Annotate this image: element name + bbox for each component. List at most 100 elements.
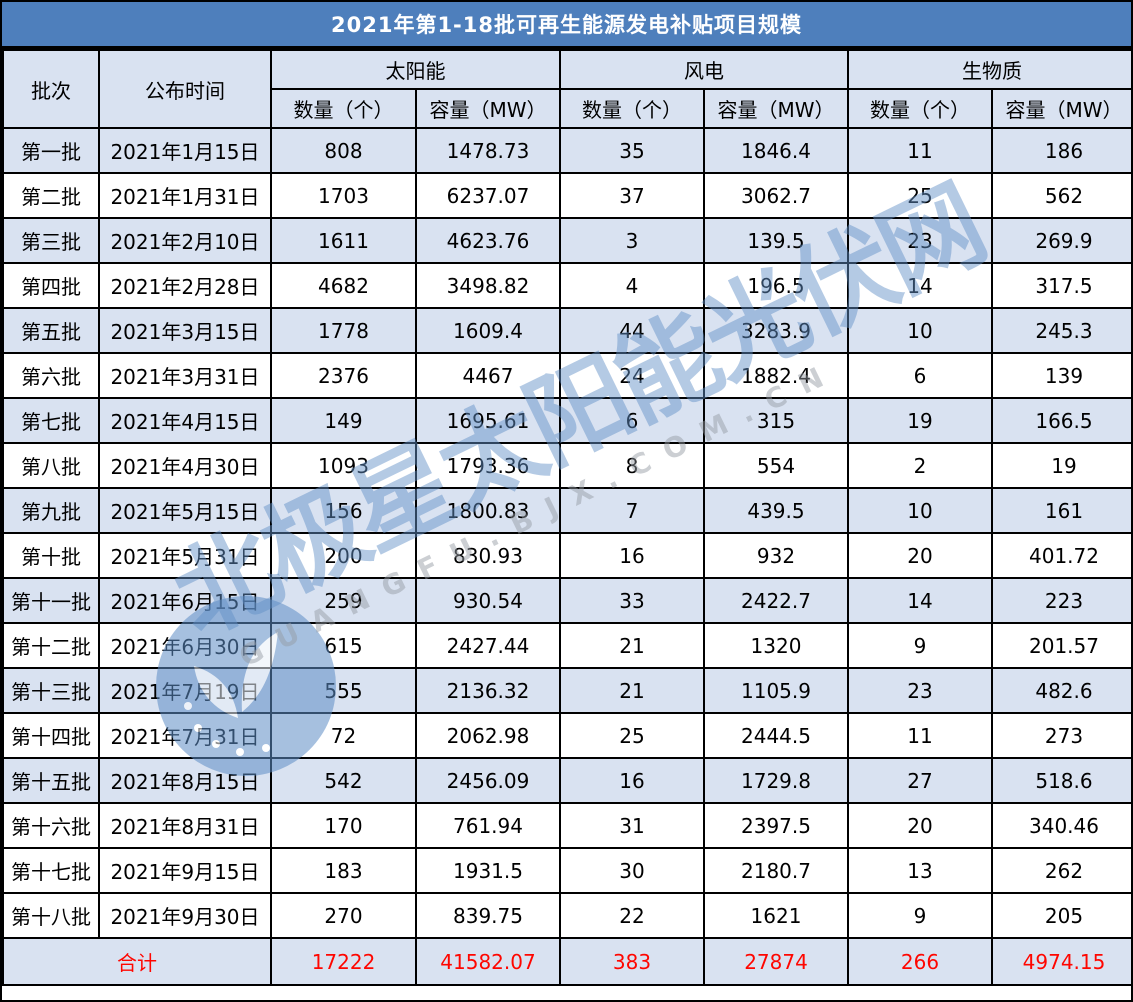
value-cell: 22 [559,892,705,939]
date-cell: 2021年7月31日 [98,712,272,759]
value-cell: 615 [270,622,417,669]
table-row: 第十四批 2021年7月31日 72 2062.98 25 2444.5 11 273 [2,712,1131,759]
value-cell: 9 [847,622,993,669]
value-cell: 2422.7 [703,577,849,624]
table-row: 第七批 2021年4月15日 149 1695.61 6 315 19 166.5 [2,397,1131,444]
value-cell: 6237.07 [415,172,561,219]
date-cell: 2021年3月15日 [98,307,272,354]
value-cell: 839.75 [415,892,561,939]
value-cell: 518.6 [991,757,1131,804]
date-cell: 2021年1月15日 [98,127,272,174]
value-cell: 139 [991,352,1131,399]
header-publish-time: 公布时间 [98,49,272,129]
value-cell: 3062.7 [703,172,849,219]
date-cell: 2021年8月31日 [98,802,272,849]
value-cell: 156 [270,487,417,534]
value-cell: 35 [559,127,705,174]
value-cell: 149 [270,397,417,444]
value-cell: 13 [847,847,993,894]
table-row: 第十三批 2021年7月19日 555 2136.32 21 1105.9 23 482.6 [2,667,1131,714]
value-cell: 170 [270,802,417,849]
value-cell: 555 [270,667,417,714]
value-cell: 24 [559,352,705,399]
date-cell: 2021年6月15日 [98,577,272,624]
total-value-cell: 27874 [703,937,849,986]
value-cell: 830.93 [415,532,561,579]
header-group-wind: 风电 [559,49,849,90]
header-group-biomass: 生物质 [847,49,1131,90]
table-row: 第四批 2021年2月28日 4682 3498.82 4 196.5 14 317.5 [2,262,1131,309]
table-row: 第十六批 2021年8月31日 170 761.94 31 2397.5 20 340.46 [2,802,1131,849]
value-cell: 259 [270,577,417,624]
date-cell: 2021年9月30日 [98,892,272,939]
value-cell: 542 [270,757,417,804]
value-cell: 4 [559,262,705,309]
value-cell: 3283.9 [703,307,849,354]
value-cell: 6 [559,397,705,444]
value-cell: 30 [559,847,705,894]
value-cell: 16 [559,757,705,804]
value-cell: 4623.76 [415,217,561,264]
date-cell: 2021年1月31日 [98,172,272,219]
table-row: 第十五批 2021年8月15日 542 2456.09 16 1729.8 27 518.6 [2,757,1131,804]
batch-cell: 第一批 [2,127,100,174]
batch-cell: 第七批 [2,397,100,444]
value-cell: 1846.4 [703,127,849,174]
value-cell: 2136.32 [415,667,561,714]
value-cell: 317.5 [991,262,1131,309]
value-cell: 205 [991,892,1131,939]
value-cell: 2456.09 [415,757,561,804]
batch-cell: 第十六批 [2,802,100,849]
value-cell: 2376 [270,352,417,399]
value-cell: 6 [847,352,993,399]
date-cell: 2021年5月31日 [98,532,272,579]
date-cell: 2021年2月28日 [98,262,272,309]
batch-cell: 第五批 [2,307,100,354]
value-cell: 2397.5 [703,802,849,849]
value-cell: 554 [703,442,849,489]
subsidy-table: 批次 公布时间 太阳能 风电 生物质 数量（个） 容量（MW） 数量（个） 容量… [2,49,1131,986]
total-label: 合计 [2,937,272,986]
value-cell: 2427.44 [415,622,561,669]
value-cell: 9 [847,892,993,939]
value-cell: 1800.83 [415,487,561,534]
value-cell: 21 [559,622,705,669]
batch-cell: 第十八批 [2,892,100,939]
batch-cell: 第十一批 [2,577,100,624]
date-cell: 2021年7月19日 [98,667,272,714]
value-cell: 19 [847,397,993,444]
date-cell: 2021年9月15日 [98,847,272,894]
table-header: 批次 公布时间 太阳能 风电 生物质 数量（个） 容量（MW） 数量（个） 容量… [2,49,1131,129]
value-cell: 262 [991,847,1131,894]
value-cell: 269.9 [991,217,1131,264]
value-cell: 19 [991,442,1131,489]
value-cell: 2180.7 [703,847,849,894]
batch-cell: 第十二批 [2,622,100,669]
table-row: 第二批 2021年1月31日 1703 6237.07 37 3062.7 25 562 [2,172,1131,219]
value-cell: 930.54 [415,577,561,624]
table-row: 第一批 2021年1月15日 808 1478.73 35 1846.4 11 186 [2,127,1131,174]
header-biomass-capacity: 容量（MW） [991,88,1131,129]
total-row: 合计 17222 41582.07 383 27874 266 4974.15 [2,937,1131,986]
value-cell: 200 [270,532,417,579]
batch-cell: 第十批 [2,532,100,579]
header-wind-capacity: 容量（MW） [703,88,849,129]
value-cell: 1882.4 [703,352,849,399]
value-cell: 10 [847,307,993,354]
value-cell: 401.72 [991,532,1131,579]
table-row: 第八批 2021年4月30日 1093 1793.36 8 554 2 19 [2,442,1131,489]
table-body: 第一批 2021年1月15日 808 1478.73 35 1846.4 11 186 第二批 2… [2,127,1131,986]
date-cell: 2021年6月30日 [98,622,272,669]
value-cell: 25 [559,712,705,759]
value-cell: 315 [703,397,849,444]
value-cell: 340.46 [991,802,1131,849]
date-cell: 2021年4月30日 [98,442,272,489]
date-cell: 2021年2月10日 [98,217,272,264]
value-cell: 273 [991,712,1131,759]
batch-cell: 第三批 [2,217,100,264]
value-cell: 11 [847,127,993,174]
value-cell: 8 [559,442,705,489]
total-value-cell: 41582.07 [415,937,561,986]
table-row: 第十一批 2021年6月15日 259 930.54 33 2422.7 14 223 [2,577,1131,624]
batch-cell: 第六批 [2,352,100,399]
